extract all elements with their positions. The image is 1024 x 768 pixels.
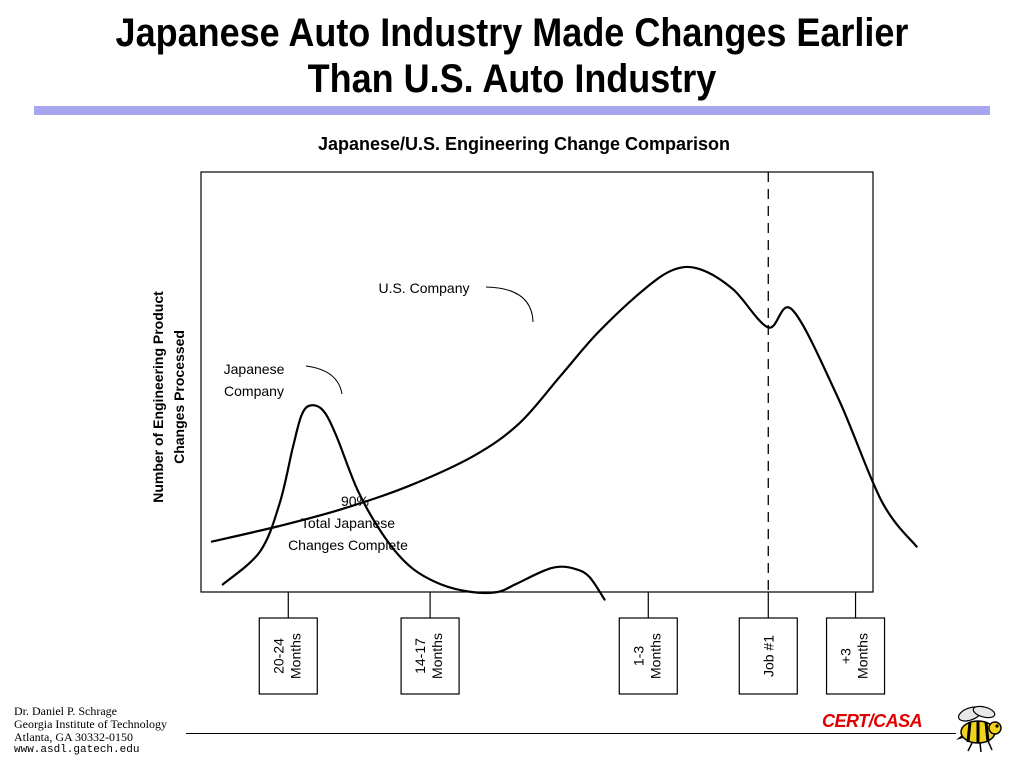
footer-credits: Dr. Daniel P. Schrage Georgia Institute … (14, 705, 167, 757)
x-category-markers: 20-24 Months 14-17 Months 1-3 Months Job #1 +3 M… (258, 592, 886, 695)
category-box-1 (400, 617, 460, 695)
series-line-us-company (210, 265, 918, 548)
category-label-1-line2: Months (429, 633, 445, 679)
us-company-leader-line (485, 286, 534, 323)
category-box-3 (738, 617, 798, 695)
japanese-company-label-line1: Japanese (224, 361, 285, 377)
category-label-2-line2: Months (647, 633, 663, 679)
slide-title: Japanese Auto Industry Made Changes Earl… (51, 10, 973, 102)
slide-title-line1: Japanese Auto Industry Made Changes Earl… (115, 11, 909, 55)
japanese-company-label-line2: Company (224, 383, 284, 399)
category-label-0-line1: 20-24 (270, 638, 286, 674)
category-box-4 (825, 617, 886, 695)
us-company-label: U.S. Company (378, 280, 469, 296)
category-box-2 (618, 617, 678, 695)
footer-url: www.asdl.gatech.edu (14, 744, 140, 756)
japanese-company-leader-line (305, 365, 343, 395)
category-label-4-line2: Months (855, 633, 871, 679)
footer-city: Atlanta, GA 30332-0150 (14, 730, 133, 744)
complete-annotation-line1: 90% (341, 493, 369, 509)
yellow-jacket-bee-icon (956, 705, 1002, 753)
chart-title: Japanese/U.S. Engineering Change Compari… (318, 134, 730, 154)
y-axis-label-line2: Changes Processed (171, 330, 187, 464)
complete-annotation-line3: Changes Complete (288, 537, 408, 553)
category-label-3-line1: Job #1 (760, 635, 776, 677)
plot-frame (200, 171, 874, 593)
category-label-0-line2: Months (287, 633, 303, 679)
slide-title-line2: Than U.S. Auto Industry (307, 57, 717, 101)
title-divider (34, 106, 990, 115)
footer-author: Dr. Daniel P. Schrage (14, 704, 117, 718)
footer-institution: Georgia Institute of Technology (14, 717, 168, 731)
category-box-0 (258, 617, 318, 695)
cert-casa-logo-text: CERT/CASA (822, 711, 923, 731)
footer-divider (186, 733, 956, 734)
category-label-2-line1: 1-3 (630, 646, 646, 666)
category-label-1-line1: 14-17 (412, 638, 428, 674)
complete-annotation-line2: Total Japanese (301, 515, 395, 531)
y-axis-label-line1: Number of Engineering Product (150, 291, 166, 503)
engineering-change-chart: Japanese/U.S. Engineering Change Compari… (150, 134, 918, 695)
category-label-4-line1: +3 (838, 648, 854, 664)
series-line-japanese-company (221, 404, 606, 601)
